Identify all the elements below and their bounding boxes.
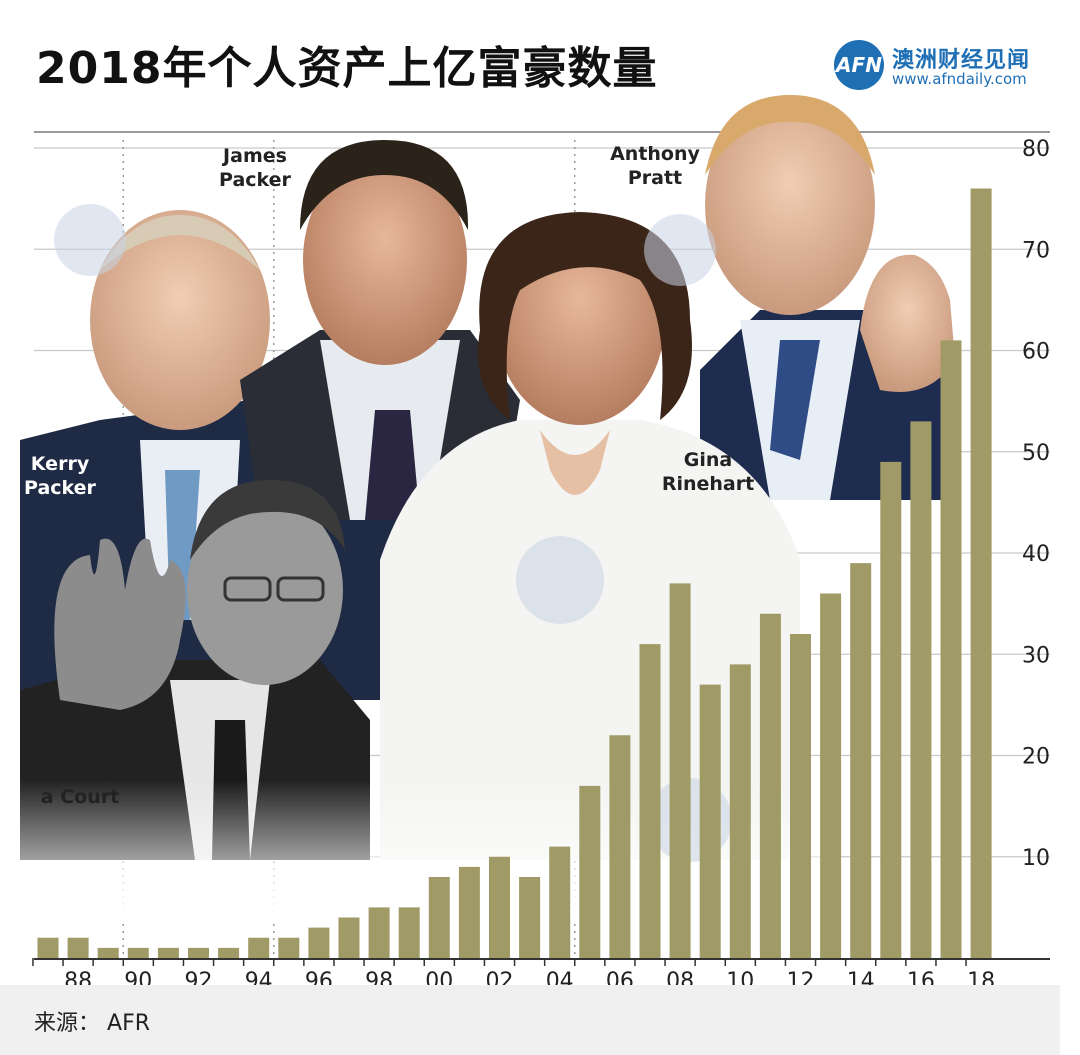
person-label: Kerry Packer [24, 453, 97, 499]
bar [579, 785, 601, 958]
bar [790, 634, 811, 958]
bar [398, 907, 420, 958]
bar [97, 947, 119, 958]
x-axis: 88 90 92 94 96 98 00 02 04 06 08 10 12 14 16 18 [32, 958, 1050, 985]
photo-james-packer [240, 140, 520, 520]
x-tick-label: 88 [64, 969, 92, 985]
bar [970, 188, 992, 958]
bar [489, 856, 510, 958]
x-tick-label: 90 [124, 969, 152, 985]
bar [157, 947, 179, 958]
bar [248, 937, 270, 958]
y-tick-label: 50 [1022, 441, 1050, 466]
y-tick-label: 30 [1022, 643, 1050, 668]
bar [37, 937, 59, 958]
bar [699, 684, 721, 958]
y-axis: 10 20 30 40 50 60 70 80 [1022, 137, 1050, 871]
bar [549, 846, 571, 958]
y-tick-label: 80 [1022, 137, 1050, 162]
bar [428, 877, 450, 958]
photo-gina-rinehart [380, 212, 800, 860]
bar [880, 461, 902, 958]
person-label: Gina Rinehart [662, 449, 754, 495]
brand-url: www.afndaily.com [892, 70, 1027, 88]
bar [519, 877, 541, 958]
bar [639, 644, 661, 958]
x-tick-label: 96 [305, 969, 333, 985]
y-tick-label: 40 [1022, 542, 1050, 567]
bar [940, 340, 962, 958]
x-tick-label: 16 [907, 969, 935, 985]
person-label: Robert Holmes a Court [40, 738, 119, 808]
person-label: Anthony Pratt [610, 143, 700, 189]
bar [820, 593, 842, 958]
x-tick-label: 10 [726, 969, 754, 985]
x-tick-label: 02 [486, 969, 514, 985]
chart: 10 20 30 40 50 60 70 80 88 90 92 94 96 98 00 02 04 06 08 1… [0, 95, 1050, 985]
x-tick-label: 92 [185, 969, 213, 985]
source-text: 来源： AFR [34, 1005, 150, 1037]
bar [127, 947, 149, 958]
person-label: James Packer [219, 145, 292, 191]
afn-logo-icon: AFN [834, 40, 884, 90]
x-tick-label: 04 [546, 969, 574, 985]
x-tick-label: 12 [787, 969, 815, 985]
x-tick-label: 94 [245, 969, 273, 985]
source-value: AFR [107, 1011, 151, 1036]
brand-name: 澳洲财经见闻 [892, 48, 1031, 73]
y-tick-label: 70 [1022, 238, 1050, 263]
bar [759, 613, 781, 958]
bar [910, 421, 932, 958]
x-tick-label: 06 [606, 969, 634, 985]
brand-logo: AFN 澳洲财经见闻 www.afndaily.com [834, 40, 1054, 96]
photo-collage [0, 95, 960, 920]
bar [308, 927, 330, 958]
bar [368, 907, 390, 958]
bar [188, 947, 209, 958]
y-tick-label: 60 [1022, 340, 1050, 365]
x-tick-label: 98 [365, 969, 393, 985]
bar [458, 866, 480, 958]
bar [218, 947, 240, 958]
bar-series [37, 188, 992, 958]
x-tick-label: 08 [666, 969, 694, 985]
bar [850, 563, 872, 958]
y-tick-label: 20 [1022, 745, 1050, 770]
photo-anthony-pratt [700, 95, 960, 500]
source-bar: 来源： AFR [0, 985, 1060, 1055]
page-title: 2018年个人资产上亿富豪数量 [36, 43, 658, 94]
bar [729, 664, 751, 958]
bar [609, 735, 631, 958]
bar [338, 917, 360, 958]
bar [67, 937, 89, 958]
source-label: 来源： [34, 1011, 101, 1036]
x-tick-label: 14 [847, 969, 875, 985]
x-tick-label: 18 [967, 969, 995, 985]
y-tick-label: 10 [1022, 846, 1050, 871]
bar [278, 937, 300, 958]
x-tick-label: 00 [425, 969, 453, 985]
bar [669, 583, 691, 958]
